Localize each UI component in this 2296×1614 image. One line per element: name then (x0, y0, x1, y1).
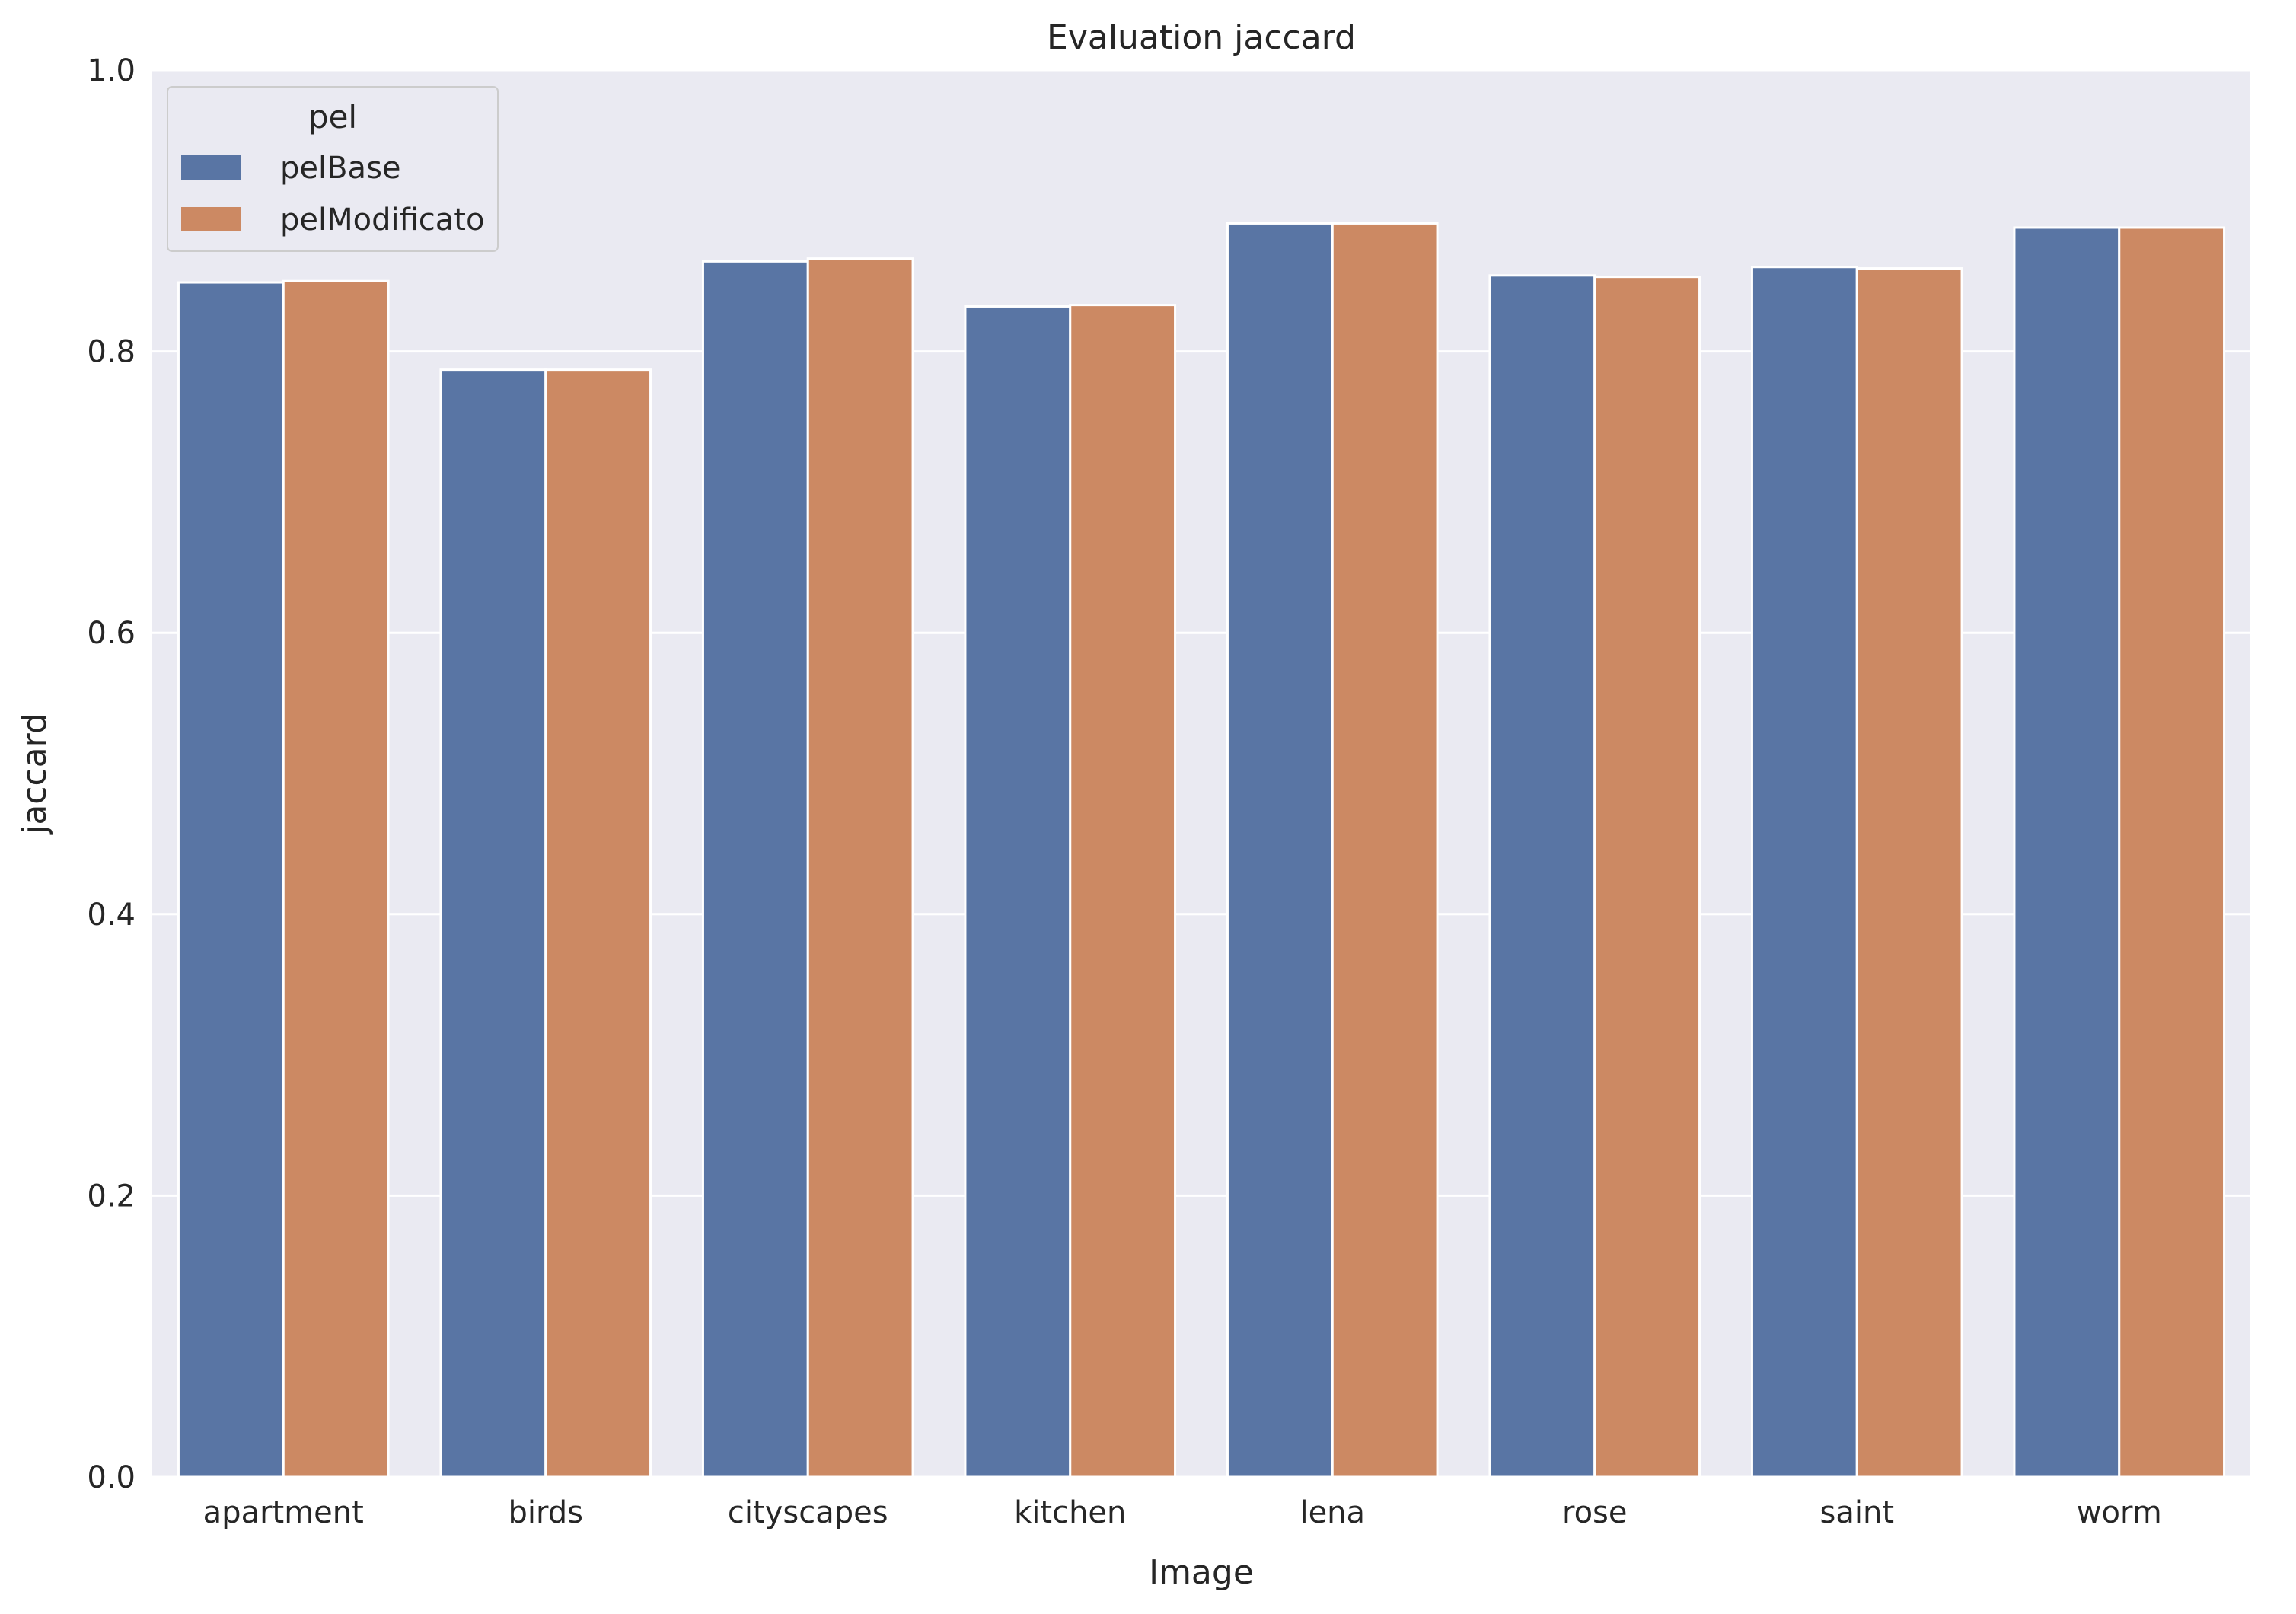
y-tick-label: 1.0 (87, 53, 136, 88)
bar-pelBase-cityscapes (701, 260, 809, 1478)
x-tick-label: worm (2077, 1495, 2162, 1530)
bar-pelModificato-birds (544, 368, 652, 1478)
y-axis-label: jaccard (15, 713, 54, 835)
bar-pelModificato-saint (1855, 267, 1963, 1478)
bar-pelBase-worm (2013, 226, 2121, 1478)
x-axis-label: Image (1149, 1553, 1254, 1592)
bar-pelModificato-cityscapes (806, 257, 914, 1478)
legend-swatch (181, 155, 241, 180)
x-tick-label: apartment (203, 1495, 364, 1530)
bar-pelModificato-apartment (282, 279, 390, 1478)
x-tick-label: rose (1562, 1495, 1628, 1530)
legend-label: pelBase (280, 151, 401, 186)
legend-label: pelModificato (280, 203, 484, 238)
bar-pelBase-apartment (177, 281, 285, 1478)
bar-pelModificato-kitchen (1069, 304, 1177, 1478)
y-tick-label: 0.0 (87, 1460, 136, 1495)
legend-items: pelBase pelModificato (181, 151, 484, 238)
x-tick-label: saint (1820, 1495, 1895, 1530)
y-tick-label: 0.4 (87, 898, 136, 933)
bar-pelModificato-worm (2118, 226, 2226, 1478)
bar-pelBase-birds (439, 368, 547, 1478)
bar-pelBase-saint (1750, 266, 1858, 1478)
legend-box (167, 86, 499, 252)
y-tick-label: 0.8 (87, 335, 136, 370)
chart-title: Evaluation jaccard (1047, 18, 1356, 57)
x-tick-label: cityscapes (728, 1495, 888, 1530)
x-tick-label: lena (1299, 1495, 1365, 1530)
bar-pelModificato-lena (1331, 222, 1439, 1478)
y-axis-ticks: 0.0 0.2 0.4 0.6 0.8 1.0 (87, 53, 136, 1495)
y-tick-label: 0.2 (87, 1179, 136, 1214)
bar-pelBase-rose (1488, 274, 1596, 1478)
legend-swatch (181, 207, 241, 231)
x-axis-ticks: apartment birds cityscapes kitchen lena rose s… (203, 1495, 2162, 1530)
x-tick-label: kitchen (1014, 1495, 1126, 1530)
bar-pelBase-lena (1226, 222, 1334, 1478)
bars (177, 222, 2226, 1478)
bar-pelBase-kitchen (964, 305, 1072, 1478)
x-tick-label: birds (509, 1495, 583, 1530)
legend: pel pelBase pelModificato (167, 86, 499, 252)
bar-pelModificato-rose (1593, 276, 1701, 1478)
legend-title: pel (308, 98, 357, 136)
y-tick-label: 0.6 (87, 616, 136, 651)
